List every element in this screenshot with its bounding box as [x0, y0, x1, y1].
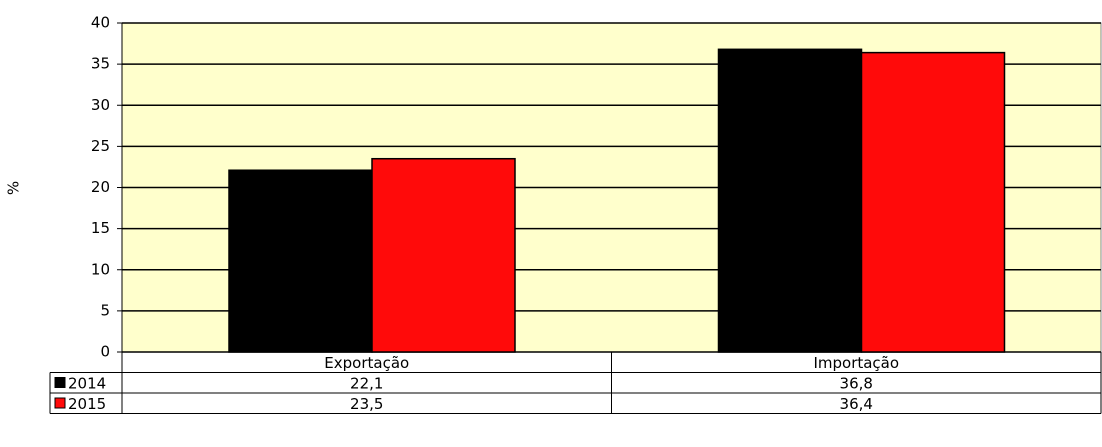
y-tick-label: 15	[91, 219, 110, 237]
bar	[860, 51, 1006, 353]
legend-label: 2015	[68, 395, 106, 413]
y-tick-label: 25	[91, 137, 110, 155]
category-label: Exportação	[324, 354, 409, 372]
table-value: 36,8	[840, 374, 873, 392]
y-tick-label: 5	[100, 301, 110, 319]
legend-swatch	[54, 397, 66, 409]
y-tick-label: 35	[91, 55, 110, 73]
table-value: 23,5	[350, 395, 383, 413]
table-value: 36,4	[840, 395, 873, 413]
bar	[228, 169, 373, 353]
y-tick-label: 0	[100, 343, 110, 361]
table-value: 22,1	[350, 374, 383, 392]
y-tick-label: 30	[91, 96, 110, 114]
y-tick-label: 40	[91, 14, 110, 32]
legend-swatch	[54, 377, 66, 388]
category-label: Importação	[813, 354, 899, 372]
bar	[717, 48, 863, 353]
bar	[371, 157, 516, 353]
y-axis-label: %	[5, 181, 23, 195]
legend-label: 2014	[68, 374, 106, 392]
y-tick-label: 10	[91, 260, 110, 278]
y-tick-label: 20	[91, 178, 110, 196]
